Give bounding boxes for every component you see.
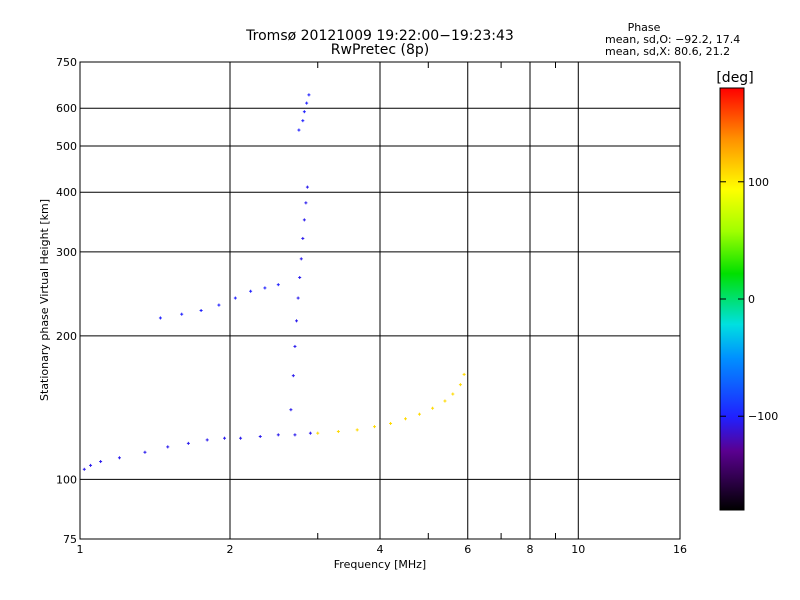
data-point xyxy=(249,289,253,293)
chart-subtitle: RwPretec (8p) xyxy=(331,42,429,58)
y-tick-labels: 75 100 200 300 400 500 600 750 xyxy=(56,56,77,546)
data-point xyxy=(458,383,462,387)
data-point xyxy=(89,463,93,467)
y-tick-label: 100 xyxy=(56,473,77,486)
data-point xyxy=(205,438,209,442)
data-point xyxy=(199,308,203,312)
data-point xyxy=(305,185,309,189)
data-point xyxy=(117,456,121,460)
colorbar-label: [deg] xyxy=(716,70,753,86)
plot-frame xyxy=(79,61,681,540)
data-point xyxy=(293,433,297,437)
data-point xyxy=(431,406,435,410)
y-tick-label: 400 xyxy=(56,186,77,199)
y-tick-label: 600 xyxy=(56,102,77,115)
chart-title: Tromsø 20121009 19:22:00−19:23:43 xyxy=(245,28,514,44)
x-tick-labels: 1 2 4 6 8 10 16 xyxy=(77,543,688,556)
data-point xyxy=(316,431,320,435)
data-point xyxy=(239,436,243,440)
data-point xyxy=(302,110,306,114)
data-point xyxy=(263,286,267,290)
colorbar-tick-label: 0 xyxy=(748,293,755,306)
x-axis-label: Frequency [MHz] xyxy=(334,558,426,571)
data-point xyxy=(166,445,170,449)
stats-line-x: mean, sd,X: 80.6, 21.2 xyxy=(605,45,730,58)
data-point xyxy=(99,460,103,464)
data-point xyxy=(258,435,262,439)
grid xyxy=(80,62,680,539)
data-point xyxy=(336,430,340,434)
data-points xyxy=(82,93,466,471)
colorbar-ticks: −100 0 100 xyxy=(720,176,778,423)
data-point xyxy=(186,441,190,445)
data-point xyxy=(82,467,86,471)
data-point xyxy=(293,344,297,348)
data-point xyxy=(298,276,302,280)
y-tick-label: 75 xyxy=(63,533,77,546)
data-point xyxy=(355,428,359,432)
data-point xyxy=(302,218,306,222)
data-point xyxy=(295,319,299,323)
colorbar-tick-label: 100 xyxy=(748,176,769,189)
colorbar-tick-label: −100 xyxy=(748,410,778,423)
y-tick-label: 200 xyxy=(56,330,77,343)
data-point xyxy=(443,399,447,403)
x-tick-label: 6 xyxy=(464,543,471,556)
data-point xyxy=(299,257,303,261)
data-point xyxy=(308,431,312,435)
x-tick-label: 8 xyxy=(527,543,534,556)
data-point xyxy=(305,101,309,105)
data-point xyxy=(158,316,162,320)
y-tick-label: 300 xyxy=(56,246,77,259)
data-point xyxy=(373,425,377,429)
stats-line-o: mean, sd,O: −92.2, 17.4 xyxy=(605,33,740,46)
data-point xyxy=(296,296,300,300)
data-point xyxy=(223,436,227,440)
data-point xyxy=(297,128,301,132)
x-tick-label: 2 xyxy=(227,543,234,556)
data-point xyxy=(417,412,421,416)
data-point xyxy=(462,372,466,376)
data-point xyxy=(180,312,184,316)
y-tick-label: 500 xyxy=(56,140,77,153)
data-point xyxy=(301,236,305,240)
stats-header: Phase xyxy=(628,21,661,34)
data-point xyxy=(276,283,280,287)
data-point xyxy=(304,201,308,205)
data-point xyxy=(233,296,237,300)
x-tick-label: 10 xyxy=(571,543,585,556)
data-point xyxy=(389,421,393,425)
data-point xyxy=(276,433,280,437)
data-point xyxy=(217,303,221,307)
y-axis-label: Stationary phase Virtual Height [km] xyxy=(38,199,51,401)
data-point xyxy=(307,93,311,97)
data-point xyxy=(289,408,293,412)
data-point xyxy=(143,450,147,454)
data-point xyxy=(291,374,295,378)
x-tick-label: 1 xyxy=(77,543,84,556)
data-point xyxy=(451,392,455,396)
data-point xyxy=(301,119,305,123)
data-point xyxy=(403,417,407,421)
y-tick-label: 750 xyxy=(56,56,77,69)
x-tick-label: 16 xyxy=(673,543,687,556)
x-tick-label: 4 xyxy=(377,543,384,556)
